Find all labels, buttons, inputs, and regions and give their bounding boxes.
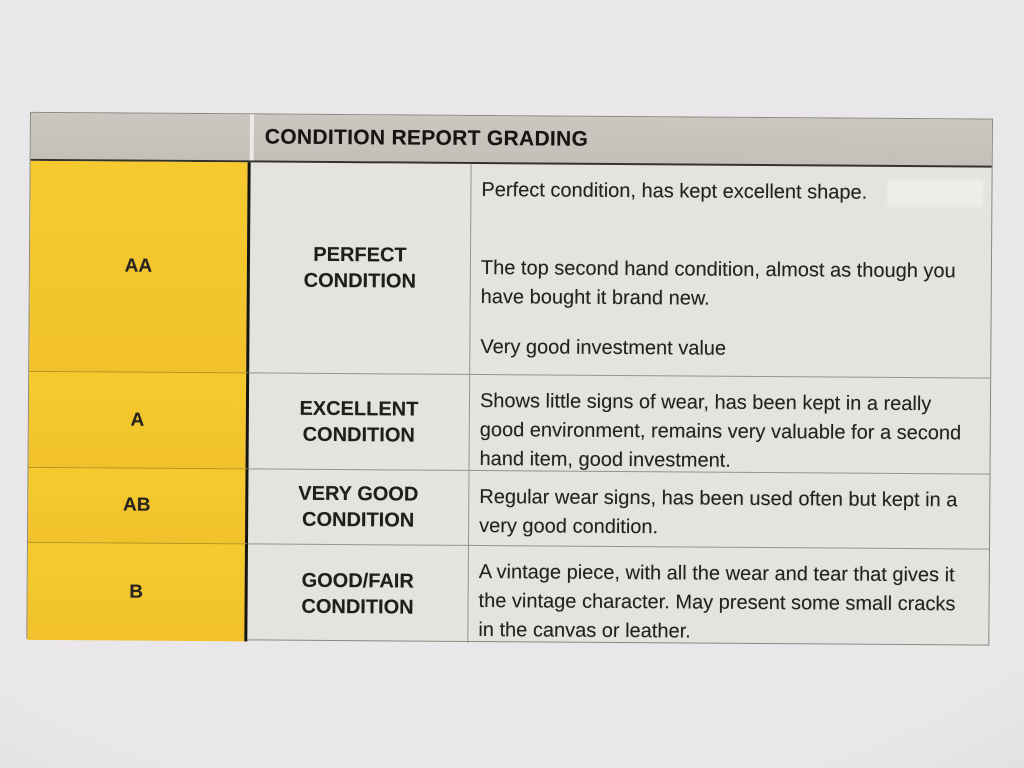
table-title: CONDITION REPORT GRADING	[264, 125, 589, 151]
description-paragraph: Regular wear signs, has been used often …	[479, 486, 958, 539]
grade-code: A	[130, 409, 145, 431]
grade-cell-ab: AB	[27, 466, 249, 544]
table-header: CONDITION REPORT GRADING	[30, 112, 992, 168]
description-cell-a: Shows little signs of wear, has been kep…	[468, 373, 991, 474]
label-cell-good-fair-condition: GOOD/FAIR CONDITION	[247, 543, 468, 643]
grade-cell-b: B	[27, 541, 248, 642]
description-paragraph: Very good investment value	[480, 336, 727, 360]
label-cell-perfect-condition: PERFECT CONDITION	[249, 162, 470, 374]
grade-code: B	[129, 581, 144, 603]
grade-cell-a: A	[28, 370, 250, 469]
grade-code: AB	[122, 494, 151, 516]
whiteout-patch	[887, 178, 984, 208]
label-cell-excellent-condition: EXCELLENT CONDITION	[248, 372, 470, 470]
condition-grading-table: CONDITION REPORT GRADING AA PERFECT COND…	[26, 111, 993, 647]
description-cell-ab: Regular wear signs, has been used often …	[467, 469, 990, 549]
description-paragraph: Shows little signs of wear, has been kep…	[479, 390, 962, 472]
header-column-divider	[249, 114, 254, 161]
condition-label: EXCELLENT CONDITION	[299, 397, 419, 447]
description-cell-aa: Perfect condition, has kept excellent sh…	[469, 163, 992, 378]
grade-code: AA	[124, 255, 153, 277]
condition-label: VERY GOOD CONDITION	[298, 482, 419, 532]
label-cell-very-good-condition: VERY GOOD CONDITION	[247, 468, 469, 545]
description-cell-b: A vintage piece, with all the wear and t…	[467, 544, 989, 647]
description-paragraph: The top second hand condition, almost as…	[480, 257, 956, 310]
grade-cell-aa: AA	[29, 160, 251, 373]
description-paragraph: A vintage piece, with all the wear and t…	[478, 561, 956, 643]
condition-label: GOOD/FAIR CONDITION	[301, 569, 414, 619]
condition-label: PERFECT CONDITION	[303, 243, 417, 293]
